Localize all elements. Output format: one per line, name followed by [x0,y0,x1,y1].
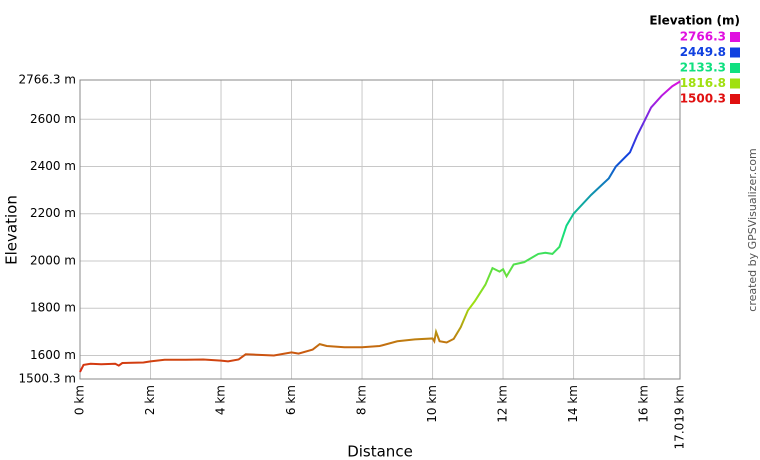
x-tick-label: 2 km [143,385,157,415]
legend-swatch [730,63,740,73]
legend-label: 1816.8 [680,76,726,90]
legend-swatch [730,32,740,42]
legend-title: Elevation (m) [649,14,740,28]
y-tick-label: 2200 m [30,206,76,220]
x-tick-label: 10 km [425,385,439,423]
y-tick-label: 1600 m [30,348,76,362]
legend-swatch [730,78,740,89]
y-tick-label: 2766.3 m [19,73,77,87]
x-tick-label: 4 km [214,385,228,415]
legend-label: 2766.3 [680,30,726,44]
x-axis-title: Distance [347,443,413,460]
legend-label: 1500.3 [680,92,726,106]
credit: created by GPSVisualizer.com [746,148,759,311]
y-axis-title: Elevation [3,195,21,265]
x-tick-label: 12 km [496,385,510,423]
x-tick-label: 6 km [284,385,298,415]
legend-swatch [730,47,740,58]
x-tick-label: 0 km [73,385,87,415]
plot-frame [79,79,681,380]
legend-label: 2133.3 [680,61,726,75]
legend-label: 2449.8 [680,45,726,59]
elevation-line [79,80,681,373]
x-tick-label: 14 km [566,385,580,423]
x-tick-label: 16 km [637,385,651,423]
y-tick-label: 2600 m [30,112,76,126]
legend-swatch [730,94,740,104]
y-tick-label: 1800 m [30,301,76,315]
y-tick-label: 1500.3 m [19,372,77,386]
y-tick-label: 2000 m [30,253,76,267]
x-tick-label: 8 km [355,385,369,415]
y-tick-label: 2400 m [30,159,76,173]
x-tick-label: 17.019 km [673,385,687,449]
